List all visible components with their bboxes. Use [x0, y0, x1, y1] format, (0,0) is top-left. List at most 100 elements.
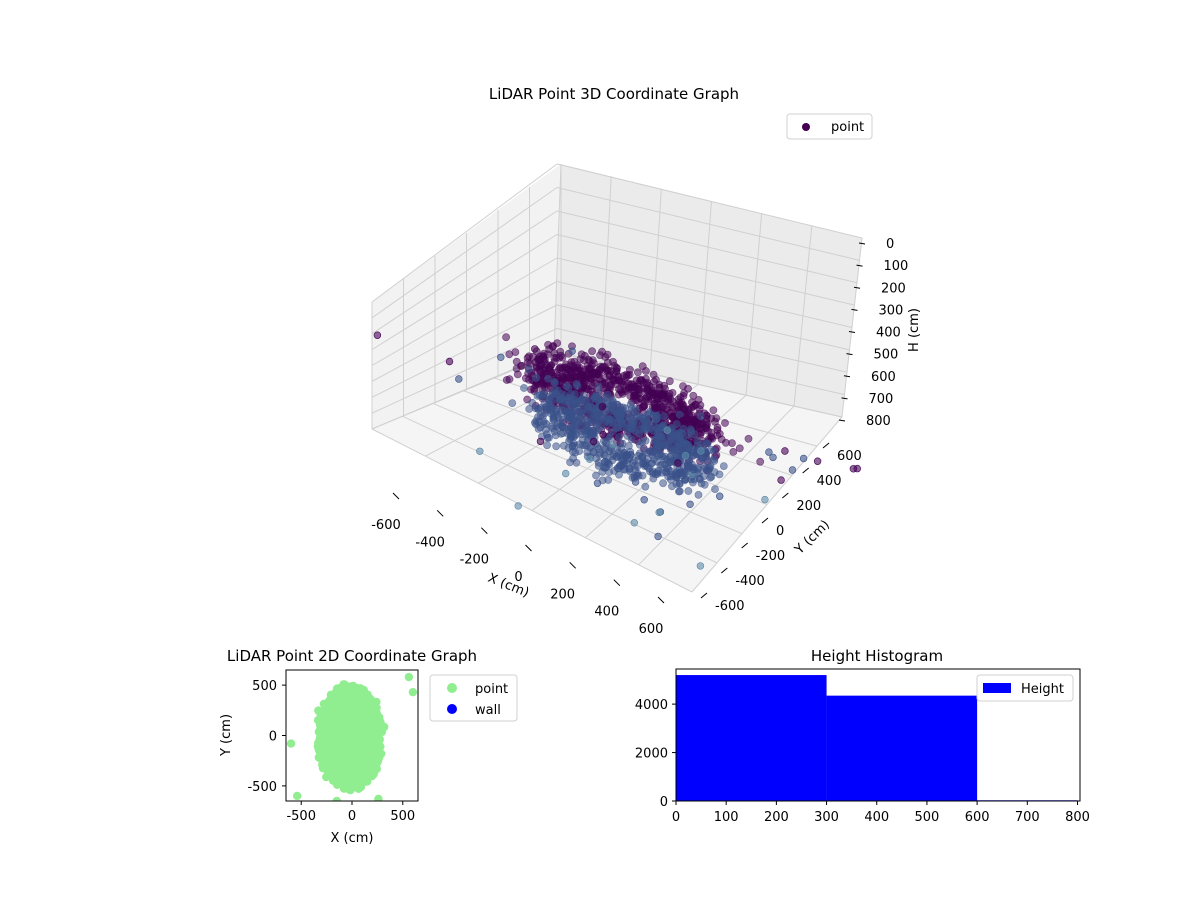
scatter-3d-point	[574, 407, 583, 416]
scatter-3d-point	[609, 427, 618, 435]
scatter-2d-point	[319, 699, 329, 709]
x-tick-label-3d: -200	[460, 553, 490, 568]
scatter-3d-point	[651, 404, 659, 413]
scatter-3d-point	[674, 459, 682, 467]
z-tick-label-3d: 0	[886, 237, 894, 252]
scatter-3d-point	[553, 394, 562, 403]
legend-histogram[interactable]: Height	[976, 674, 1074, 702]
y-tick-label-3d: -200	[756, 549, 786, 564]
scatter-3d-point	[696, 412, 705, 420]
legend-histogram-swatch	[983, 683, 1011, 693]
z-tick-label-3d: 100	[884, 259, 909, 274]
scatter-3d-point	[700, 462, 709, 471]
x-tick-3d	[392, 492, 400, 500]
scatter-3d-point	[553, 386, 562, 395]
y-tick-3d	[741, 542, 748, 549]
z-tick-label-3d: 600	[871, 370, 896, 385]
x-tick-label-2d: 0	[348, 809, 356, 824]
scatter-2d-point	[359, 742, 368, 751]
grid-3d-line	[371, 187, 558, 319]
legend-3d-marker	[802, 123, 810, 131]
y-tick-label-3d: -400	[735, 574, 765, 589]
scatter-3d-point	[715, 492, 724, 500]
scatter-3d-point	[598, 403, 607, 411]
scatter-3d-point	[657, 432, 665, 441]
scatter-3d-point	[445, 357, 454, 366]
scatter-3d-point	[658, 460, 666, 469]
scatter-2d-point	[316, 722, 326, 731]
scatter-2d-point	[343, 704, 353, 713]
scatter-3d-point	[626, 365, 634, 374]
scatter-3d-point	[520, 384, 528, 392]
scatter-3d-point	[666, 458, 675, 466]
legend-3d[interactable]: point	[786, 113, 873, 140]
scatter-3d-point	[640, 462, 649, 470]
scatter-3d-point	[545, 392, 554, 401]
scatter-2d-point	[375, 729, 384, 738]
legend-2d[interactable]: point wall	[429, 674, 518, 722]
scatter-3d-point	[769, 453, 777, 462]
scatter-3d-point	[633, 472, 641, 480]
scatter-3d-point	[525, 352, 533, 361]
scatter-3d-point	[641, 436, 650, 445]
y-tick-label-3d: -600	[715, 599, 745, 614]
scatter-3d-point	[603, 350, 612, 359]
y-tick-label-3d: 400	[817, 474, 842, 489]
scatter-3d-point	[536, 437, 545, 446]
scatter-2d-point	[326, 728, 335, 738]
scatter-3d-point	[642, 367, 650, 375]
x-tick-label-2d: -500	[286, 809, 316, 824]
scatter-3d-point	[476, 447, 484, 455]
scatter-3d-point	[531, 381, 540, 390]
scatter-3d-point	[560, 391, 569, 400]
scatter-3d-point	[711, 485, 719, 493]
scatter-3d-point	[594, 412, 602, 421]
y-tick-3d	[782, 492, 789, 499]
scatter-3d-point	[536, 423, 545, 432]
scatter-3d-point	[788, 466, 797, 474]
scatter-3d-point	[514, 502, 522, 510]
scatter-2d-point	[339, 695, 348, 704]
scatter-3d-point	[539, 352, 548, 361]
scatter-3d-point	[659, 479, 667, 488]
scatter-3d-point	[596, 351, 604, 360]
scatter-3d-point	[678, 469, 687, 478]
scatter-3d-point	[602, 417, 610, 426]
z-axis-label-3d: H (cm)	[907, 308, 922, 352]
scatter-3d-point	[668, 403, 677, 412]
scatter-2d-point	[292, 791, 302, 801]
scatter-3d-point	[684, 487, 693, 495]
scatter-2d-point	[332, 737, 341, 746]
legend-2d-label-wall: wall	[475, 703, 501, 718]
scatter-2d-point	[320, 756, 329, 765]
scatter-3d-point	[707, 414, 716, 423]
legend-histogram-box	[976, 674, 1074, 702]
scatter-2d-point	[354, 736, 363, 745]
scatter-3d-point	[649, 370, 658, 379]
x-tick-label-histogram: 100	[714, 810, 739, 825]
scatter-2d-point	[348, 709, 357, 719]
scatter-2d-point	[369, 739, 379, 748]
pane-back-right	[554, 164, 862, 417]
scatter-2d-point	[326, 721, 335, 730]
scatter-3d-point	[535, 391, 544, 399]
scatter-3d-point	[729, 447, 738, 456]
scatter-2d-point	[353, 762, 362, 771]
z-tick-label-3d: 500	[874, 348, 899, 363]
scatter-2d-point	[342, 687, 351, 696]
scatter-3d-point	[643, 385, 651, 394]
chart-2d: LiDAR Point 2D Coordinate Graph -500 0 500…	[219, 647, 518, 846]
scatter-3d-point	[849, 465, 858, 473]
z-tick-3d	[848, 331, 856, 333]
scatter-3d-point	[636, 376, 645, 385]
scatter-3d-point	[641, 482, 650, 491]
scatter-2d-point	[369, 754, 378, 763]
scatter-3d-point	[517, 362, 525, 370]
scatter-3d-point	[675, 487, 684, 496]
y-tick-label-3d: 200	[796, 499, 821, 514]
grid-3d-line	[371, 328, 558, 414]
x-tick-3d	[525, 544, 532, 552]
scatter-3d-point	[658, 440, 667, 449]
x-tick-label-histogram: 300	[814, 810, 839, 825]
grid-3d-line	[371, 210, 558, 335]
